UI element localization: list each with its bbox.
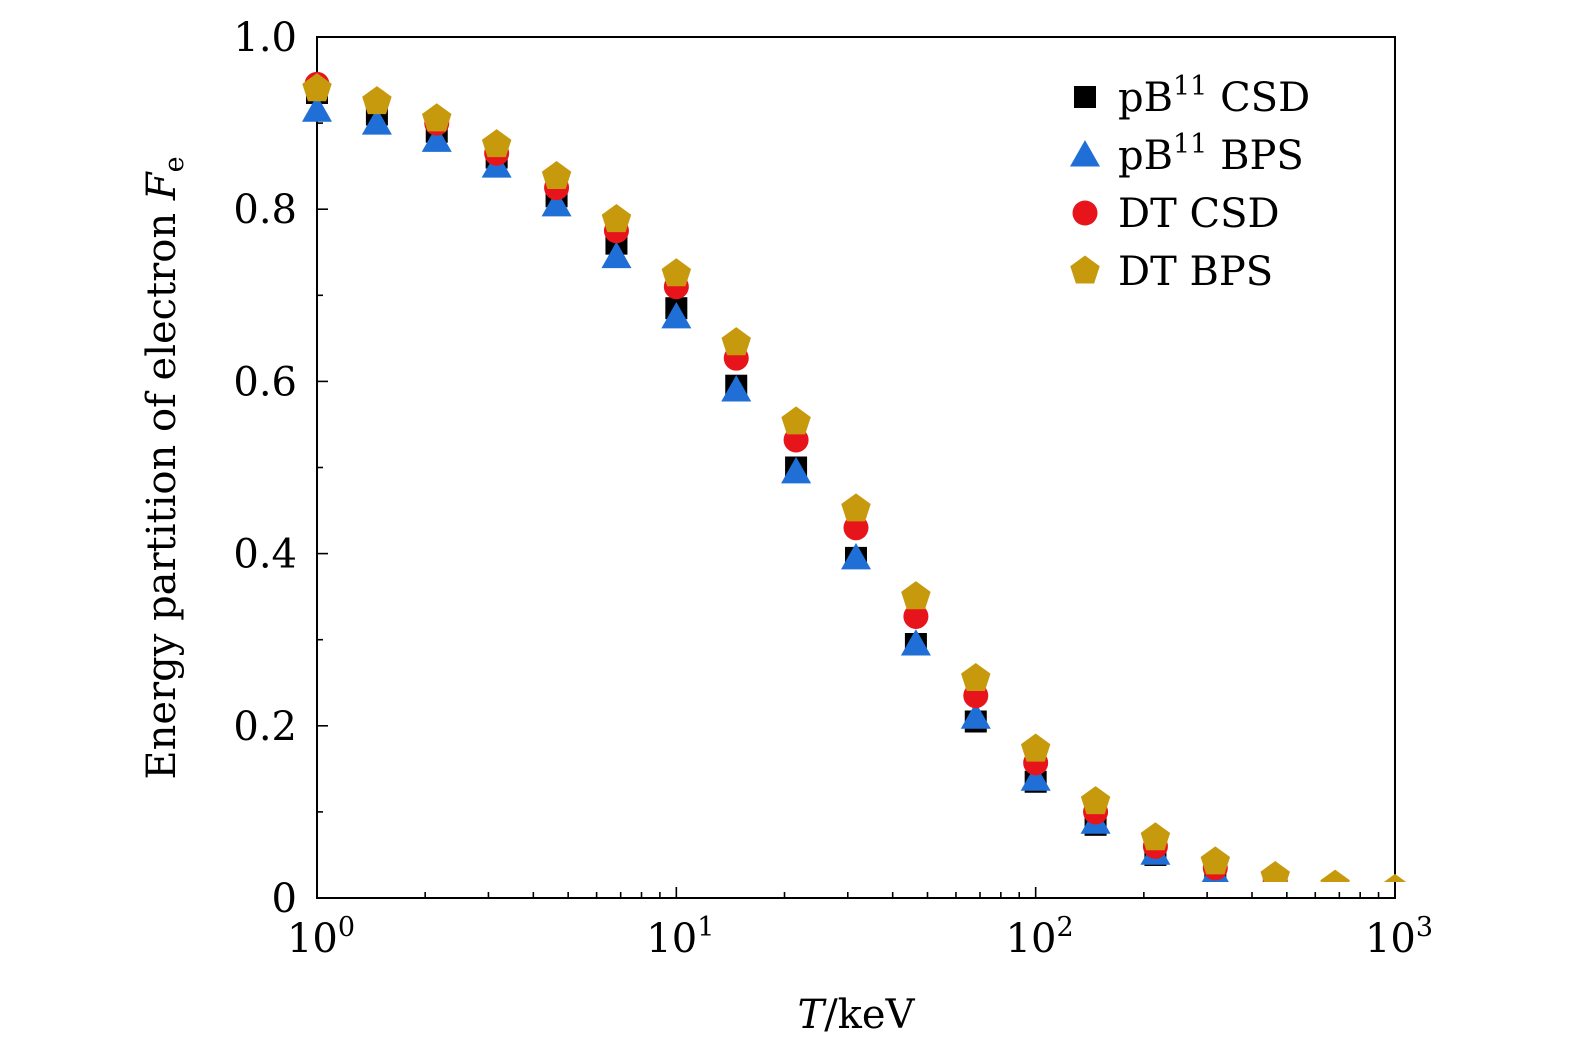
data-point <box>661 258 692 287</box>
y-axis-label-subscript: e <box>159 156 190 172</box>
data-point <box>960 702 991 729</box>
data-markers <box>302 71 1407 882</box>
data-point <box>421 125 452 152</box>
x-tick-label: 100 <box>287 912 355 962</box>
data-point <box>1020 764 1051 791</box>
data-point <box>843 515 869 541</box>
y-axis-label-symbol: F <box>139 171 185 201</box>
x-axis-label-unit: /keV <box>824 992 915 1038</box>
data-point <box>901 581 931 610</box>
x-axis-label-symbol: T <box>798 992 828 1038</box>
legend-label: pB11 CSD <box>1118 71 1310 121</box>
data-point <box>541 160 572 190</box>
data-point <box>900 629 931 656</box>
legend-label: pB11 BPS <box>1118 129 1304 179</box>
data-point <box>1320 869 1350 882</box>
data-point <box>601 241 632 269</box>
data-point <box>541 190 572 217</box>
data-point <box>1324 880 1347 882</box>
legend-marker <box>1070 255 1100 284</box>
x-axis-label: T/keV <box>798 992 916 1038</box>
y-tick-label: 0 <box>272 876 297 922</box>
y-tick-labels: 0 0.2 0.4 0.6 0.8 1.0 <box>233 15 297 922</box>
data-point <box>1020 733 1051 762</box>
data-point <box>661 301 692 329</box>
legend-marker <box>1070 140 1100 167</box>
y-tick-label: 0.2 <box>233 704 297 750</box>
series-3 <box>302 73 1407 882</box>
data-point <box>1080 786 1111 815</box>
legend-marker <box>1072 200 1098 226</box>
data-point <box>481 129 512 158</box>
plot-area-frame <box>316 36 1396 899</box>
data-point <box>1140 822 1171 851</box>
x-tick-label: 101 <box>646 912 714 962</box>
data-point <box>961 662 991 691</box>
data-point <box>721 327 751 356</box>
x-tick-label: 103 <box>1365 912 1433 962</box>
legend-marker <box>1074 86 1096 108</box>
data-point <box>422 103 452 132</box>
legend-label: DT CSD <box>1118 191 1280 237</box>
legend: pB11 CSD pB11 BPS DT CSD DT BPS <box>1070 71 1310 295</box>
data-point <box>1260 860 1290 882</box>
data-point <box>903 603 929 629</box>
y-axis-label: Energy partition of electron Fe <box>139 156 190 779</box>
data-point <box>841 493 871 522</box>
data-point <box>302 73 332 102</box>
y-tick-label: 0.6 <box>233 359 297 405</box>
data-point <box>302 95 332 122</box>
data-point <box>1200 846 1231 875</box>
data-point <box>1383 873 1407 882</box>
data-point <box>781 406 811 435</box>
y-axis-label-text: Energy partition of electron <box>139 200 185 779</box>
data-point <box>362 86 392 115</box>
data-point <box>721 375 752 402</box>
data-point <box>361 108 392 135</box>
y-tick-label: 1.0 <box>233 15 297 61</box>
y-tick-label: 0.8 <box>233 187 297 233</box>
data-point <box>840 543 871 570</box>
legend-label: DT BPS <box>1118 249 1273 295</box>
y-tick-label: 0.4 <box>233 532 297 578</box>
x-tick-labels: 100 101 102 103 <box>287 912 1433 962</box>
data-point <box>781 456 812 484</box>
x-tick-label: 102 <box>1006 912 1074 962</box>
data-point <box>601 204 632 233</box>
